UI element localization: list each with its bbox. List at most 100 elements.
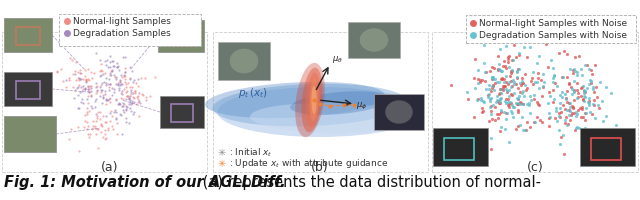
Point: [70, 89, 80, 92]
Point: [532, 62, 542, 66]
Point: [503, 98, 513, 101]
Point: [576, 41, 586, 44]
Point: [92, 115, 102, 118]
Point: [559, 50, 569, 53]
Ellipse shape: [306, 73, 320, 128]
Point: [84, 88, 94, 91]
Point: [134, 100, 144, 104]
Point: [495, 92, 505, 95]
Point: [120, 83, 131, 86]
Point: [524, 104, 534, 107]
Point: [119, 74, 129, 77]
Point: [515, 84, 525, 87]
Point: [484, 100, 495, 103]
Point: [554, 129, 564, 132]
Point: [559, 122, 570, 125]
Ellipse shape: [218, 88, 422, 137]
Point: [566, 114, 576, 117]
Point: [574, 55, 584, 58]
Point: [127, 99, 138, 103]
Point: [516, 102, 526, 105]
Point: [112, 132, 122, 136]
Point: [119, 110, 129, 114]
Point: [501, 88, 511, 92]
Point: [97, 125, 107, 128]
Point: [477, 111, 488, 115]
Point: [105, 101, 115, 104]
Point: [488, 84, 498, 87]
Point: [488, 78, 498, 82]
Bar: [171, 104, 193, 122]
Point: [110, 76, 120, 80]
Point: [560, 118, 570, 122]
Point: [90, 125, 100, 128]
Point: [480, 71, 490, 75]
Point: [96, 123, 106, 127]
Point: [473, 78, 483, 81]
Text: $p_t\,(x_t)$: $p_t\,(x_t)$: [238, 86, 268, 100]
Point: [499, 78, 509, 82]
Point: [567, 93, 577, 97]
Point: [73, 126, 83, 129]
Point: [550, 107, 561, 110]
Point: [118, 109, 128, 112]
Point: [475, 79, 485, 82]
Point: [545, 95, 555, 98]
Point: [495, 102, 506, 105]
Text: ✳: ✳: [218, 158, 226, 168]
Point: [115, 81, 125, 84]
Point: [588, 88, 598, 92]
Point: [104, 78, 115, 82]
Point: [570, 56, 580, 59]
Bar: [218, 43, 270, 81]
Point: [527, 77, 538, 80]
Point: [492, 113, 502, 116]
Point: [86, 77, 97, 80]
Point: [503, 56, 513, 60]
Point: [513, 125, 523, 128]
Point: [522, 121, 532, 124]
Point: [118, 102, 128, 105]
Point: [121, 116, 131, 120]
Point: [515, 82, 525, 85]
Point: [100, 121, 111, 124]
Point: [125, 107, 136, 110]
Point: [509, 92, 519, 95]
Point: [100, 103, 111, 106]
Point: [572, 89, 582, 92]
Point: [133, 78, 143, 81]
Point: [515, 91, 525, 94]
Point: [513, 54, 524, 57]
Point: [65, 79, 75, 82]
Point: [131, 82, 141, 85]
Point: [582, 133, 592, 137]
Text: : Initial $x_t$: : Initial $x_t$: [229, 146, 273, 158]
Point: [580, 91, 591, 94]
Point: [68, 86, 78, 89]
Point: [134, 115, 144, 118]
Point: [140, 77, 150, 80]
Point: [75, 69, 85, 72]
Point: [581, 87, 591, 90]
Point: [83, 125, 93, 128]
Point: [78, 85, 88, 89]
Point: [61, 86, 72, 90]
Point: [577, 86, 588, 89]
Point: [477, 107, 487, 110]
Point: [124, 97, 134, 100]
Point: [136, 77, 147, 80]
Point: [125, 91, 136, 94]
Point: [499, 111, 509, 114]
Point: [568, 106, 578, 109]
Point: [581, 107, 591, 110]
Point: [488, 76, 498, 79]
Point: [493, 68, 503, 71]
Point: [86, 90, 96, 93]
Point: [114, 103, 124, 106]
Point: [125, 103, 136, 106]
Point: [110, 109, 120, 112]
Point: [68, 97, 79, 100]
Point: [577, 85, 588, 88]
Point: [473, 69, 483, 72]
Point: [554, 115, 564, 118]
